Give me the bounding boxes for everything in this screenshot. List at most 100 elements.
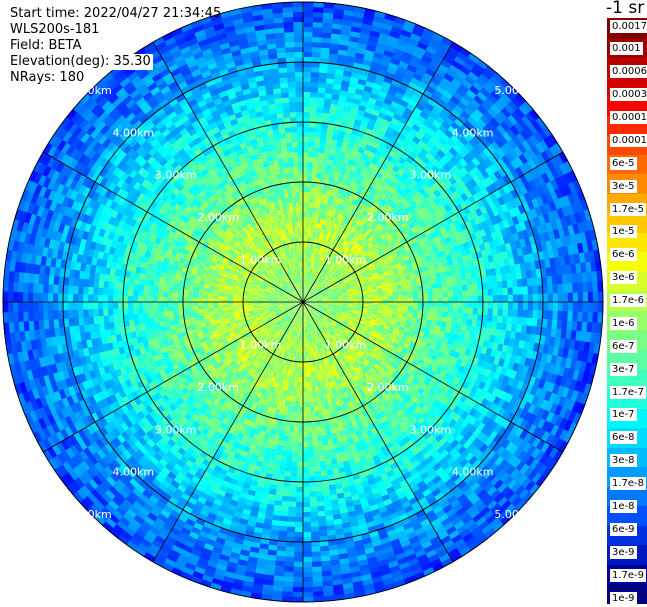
range-gate-cell bbox=[347, 231, 354, 238]
range-gate-cell bbox=[326, 265, 332, 271]
range-gate-cell bbox=[326, 184, 333, 191]
range-gate-cell bbox=[303, 286, 305, 293]
range-gate-cell bbox=[309, 262, 312, 268]
range-gate-cell bbox=[339, 34, 352, 42]
range-gate-cell bbox=[335, 114, 344, 122]
range-gate-cell bbox=[324, 263, 329, 269]
range-gate-cell bbox=[527, 302, 534, 311]
range-gate-cell bbox=[383, 76, 394, 85]
range-gate-cell bbox=[307, 287, 310, 294]
range-gate-cell bbox=[306, 287, 309, 293]
range-gate-cell bbox=[323, 7, 336, 14]
range-gate-cell bbox=[313, 287, 318, 292]
range-gate-cell bbox=[430, 76, 442, 87]
range-gate-cell bbox=[343, 9, 356, 17]
range-gate-cell bbox=[422, 106, 433, 116]
range-gate-cell bbox=[307, 156, 314, 163]
range-gate-cell bbox=[427, 302, 434, 308]
range-gate-cell bbox=[322, 17, 334, 24]
range-gate-cell bbox=[452, 302, 459, 309]
range-gate-cell bbox=[440, 59, 453, 70]
range-gate-cell bbox=[318, 77, 328, 84]
range-gate-cell bbox=[333, 258, 339, 264]
range-gate-cell bbox=[310, 278, 314, 284]
range-gate-cell bbox=[322, 256, 327, 263]
range-gate-cell bbox=[504, 89, 517, 102]
range-gate-cell bbox=[323, 102, 332, 110]
range-gate-cell bbox=[310, 76, 320, 83]
range-gate-cell bbox=[403, 90, 415, 100]
range-gate-cell bbox=[308, 136, 316, 143]
range-gate-cell bbox=[352, 228, 359, 236]
range-gate-cell bbox=[453, 73, 466, 85]
range-gate-cell bbox=[304, 292, 307, 298]
range-gate-cell bbox=[321, 27, 333, 34]
range-gate-cell bbox=[330, 221, 336, 228]
range-gate-cell bbox=[552, 293, 559, 304]
range-gate-cell bbox=[379, 85, 391, 94]
range-gate-cell bbox=[532, 310, 539, 320]
range-gate-cell bbox=[467, 71, 480, 83]
range-gate-cell bbox=[308, 282, 311, 289]
range-gate-cell bbox=[470, 67, 483, 79]
range-gate-cell bbox=[324, 257, 329, 264]
range-gate-cell bbox=[309, 290, 314, 295]
range-gate-cell bbox=[323, 97, 333, 105]
range-gate-cell bbox=[305, 293, 310, 298]
range-gate-cell bbox=[336, 140, 344, 147]
range-gate-cell bbox=[308, 126, 316, 133]
range-gate-cell bbox=[414, 45, 427, 56]
range-gate-cell bbox=[462, 61, 475, 73]
range-gate-cell bbox=[318, 72, 328, 79]
range-gate-cell bbox=[330, 249, 336, 256]
range-gate-cell bbox=[304, 292, 307, 298]
range-gate-cell bbox=[577, 302, 584, 313]
range-gate-cell bbox=[303, 61, 313, 68]
range-gate-cell bbox=[522, 286, 529, 296]
range-gate-cell bbox=[325, 77, 336, 85]
range-gate-cell bbox=[313, 287, 319, 293]
range-gate-cell bbox=[333, 212, 340, 219]
range-gate-cell bbox=[339, 243, 345, 250]
range-gate-cell bbox=[323, 275, 328, 281]
range-gate-cell bbox=[303, 201, 307, 208]
range-gate-cell bbox=[306, 294, 311, 299]
range-gate-cell bbox=[473, 108, 485, 120]
range-gate-cell bbox=[305, 287, 308, 293]
range-gate-cell bbox=[305, 226, 309, 233]
range-gate-cell bbox=[460, 110, 472, 121]
range-gate-cell bbox=[483, 97, 496, 109]
range-gate-cell bbox=[472, 302, 479, 309]
range-gate-cell bbox=[328, 118, 336, 125]
range-gate-cell bbox=[311, 171, 318, 178]
range-gate-cell bbox=[372, 296, 379, 300]
range-gate-cell bbox=[330, 169, 337, 176]
range-gate-cell bbox=[432, 287, 439, 294]
range-gate-cell bbox=[303, 111, 311, 118]
range-gate-cell bbox=[331, 164, 338, 172]
range-gate-cell bbox=[386, 109, 396, 119]
range-gate-cell bbox=[385, 71, 396, 80]
range-gate-cell bbox=[390, 100, 401, 110]
range-gate-cell bbox=[325, 241, 330, 248]
range-gate-cell bbox=[331, 244, 336, 251]
range-gate-cell bbox=[309, 206, 314, 213]
range-gate-cell bbox=[319, 137, 327, 144]
range-gate-cell bbox=[358, 226, 365, 234]
range-gate-cell bbox=[311, 212, 316, 218]
range-gate-cell bbox=[391, 25, 404, 35]
range-gate-cell bbox=[377, 111, 388, 120]
range-gate-cell bbox=[331, 270, 337, 276]
range-gate-cell bbox=[333, 251, 339, 258]
range-gate-cell bbox=[459, 65, 472, 77]
range-gate-cell bbox=[397, 38, 410, 48]
range-gate-cell bbox=[437, 287, 444, 294]
range-gate-cell bbox=[532, 293, 539, 303]
range-gate-cell bbox=[311, 285, 316, 291]
range-gate-cell bbox=[345, 217, 352, 225]
range-gate-cell bbox=[308, 141, 315, 148]
range-gate-cell bbox=[317, 92, 326, 99]
range-gate-cell bbox=[318, 254, 323, 261]
range-gate-cell bbox=[346, 91, 356, 99]
